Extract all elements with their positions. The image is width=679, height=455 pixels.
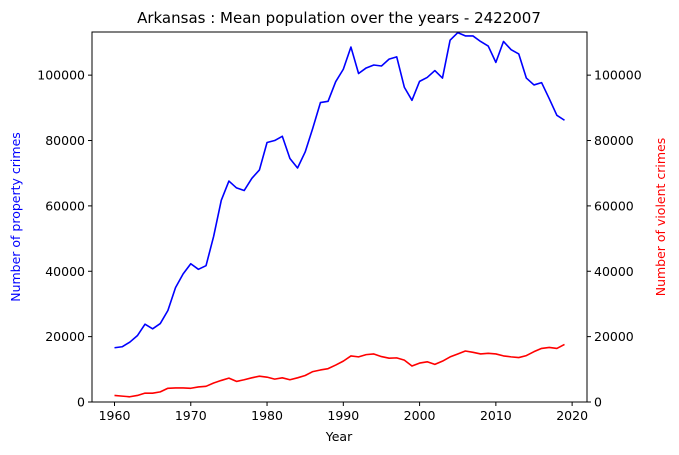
right-y-tick-label: 40000	[594, 264, 634, 279]
right-y-axis-label: Number of violent crimes	[653, 138, 668, 297]
x-tick-label: 1960	[99, 408, 131, 423]
x-tick-label: 2000	[404, 408, 436, 423]
x-tick-label: 1990	[327, 408, 359, 423]
series-line-2-right	[114, 343, 565, 398]
left-y-tick-label: 20000	[45, 329, 85, 344]
right-y-tick-label: 20000	[594, 329, 634, 344]
x-tick-label: 1980	[251, 408, 283, 423]
left-y-tick-label: 80000	[45, 133, 85, 148]
series-line-1-left	[114, 31, 565, 349]
left-y-tick-label: 0	[77, 395, 85, 410]
right-y-tick-label: 60000	[594, 198, 634, 213]
chart-title: Arkansas : Mean population over the year…	[137, 9, 541, 27]
x-tick-label: 2010	[480, 408, 512, 423]
x-tick-label: 1970	[175, 408, 207, 423]
left-y-tick-label: 40000	[45, 264, 85, 279]
right-y-tick-label: 100000	[594, 68, 642, 83]
x-tick-label: 2020	[556, 408, 588, 423]
x-axis-label: Year	[325, 429, 353, 444]
right-y-tick-label: 80000	[594, 133, 634, 148]
left-y-axis-label: Number of property crimes	[8, 132, 23, 302]
axes-layer: 1960 1970 1980 1990 2000 2010 2020 0 0 20000 20000…	[37, 31, 642, 423]
left-y-tick-label: 100000	[37, 68, 85, 83]
series-layer	[114, 31, 565, 398]
right-y-tick-label: 0	[594, 395, 602, 410]
plot-frame	[91, 31, 588, 403]
left-y-tick-label: 60000	[45, 198, 85, 213]
